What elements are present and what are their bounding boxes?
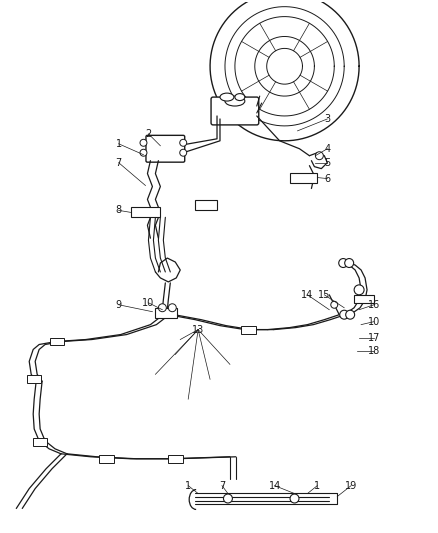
Circle shape	[331, 301, 338, 308]
Text: 8: 8	[116, 205, 122, 215]
Bar	[27, 375, 41, 383]
Bar	[168, 455, 183, 463]
Circle shape	[140, 139, 147, 146]
Text: 1: 1	[185, 481, 191, 490]
Text: 14: 14	[301, 290, 314, 300]
Bar	[354, 295, 374, 303]
Text: 4: 4	[324, 144, 330, 154]
Text: 1: 1	[116, 139, 122, 149]
Text: 14: 14	[268, 481, 281, 490]
Circle shape	[340, 310, 349, 319]
Bar	[99, 455, 114, 463]
Circle shape	[354, 285, 364, 295]
Text: 10: 10	[142, 298, 155, 308]
Text: 7: 7	[116, 158, 122, 168]
Bar	[50, 337, 64, 345]
Ellipse shape	[225, 96, 245, 106]
Bar	[290, 173, 318, 182]
Bar	[195, 200, 217, 211]
Ellipse shape	[235, 94, 245, 101]
Circle shape	[339, 259, 348, 268]
Circle shape	[140, 149, 147, 156]
Circle shape	[290, 494, 299, 503]
Text: 10: 10	[368, 317, 380, 327]
Text: 1: 1	[314, 481, 321, 490]
Circle shape	[180, 149, 187, 156]
FancyBboxPatch shape	[146, 135, 185, 162]
Text: 9: 9	[116, 300, 122, 310]
Ellipse shape	[220, 93, 234, 101]
Circle shape	[346, 310, 355, 319]
Text: 16: 16	[368, 300, 380, 310]
Text: 7: 7	[219, 481, 225, 490]
Text: 3: 3	[324, 114, 330, 124]
Text: 2: 2	[145, 129, 152, 139]
Text: 17: 17	[368, 333, 380, 343]
Text: 18: 18	[368, 346, 380, 357]
Bar	[33, 438, 47, 446]
FancyBboxPatch shape	[211, 97, 259, 125]
Bar	[241, 326, 256, 334]
Text: 13: 13	[192, 325, 204, 335]
Bar	[131, 207, 160, 217]
Circle shape	[168, 304, 176, 312]
Text: 15: 15	[318, 290, 331, 300]
Bar	[155, 308, 177, 318]
Circle shape	[180, 139, 187, 146]
Circle shape	[345, 259, 353, 268]
Text: 19: 19	[345, 481, 357, 490]
Text: 5: 5	[324, 158, 330, 168]
Text: 6: 6	[324, 174, 330, 183]
Circle shape	[159, 304, 166, 312]
Circle shape	[223, 494, 233, 503]
Circle shape	[315, 152, 323, 160]
